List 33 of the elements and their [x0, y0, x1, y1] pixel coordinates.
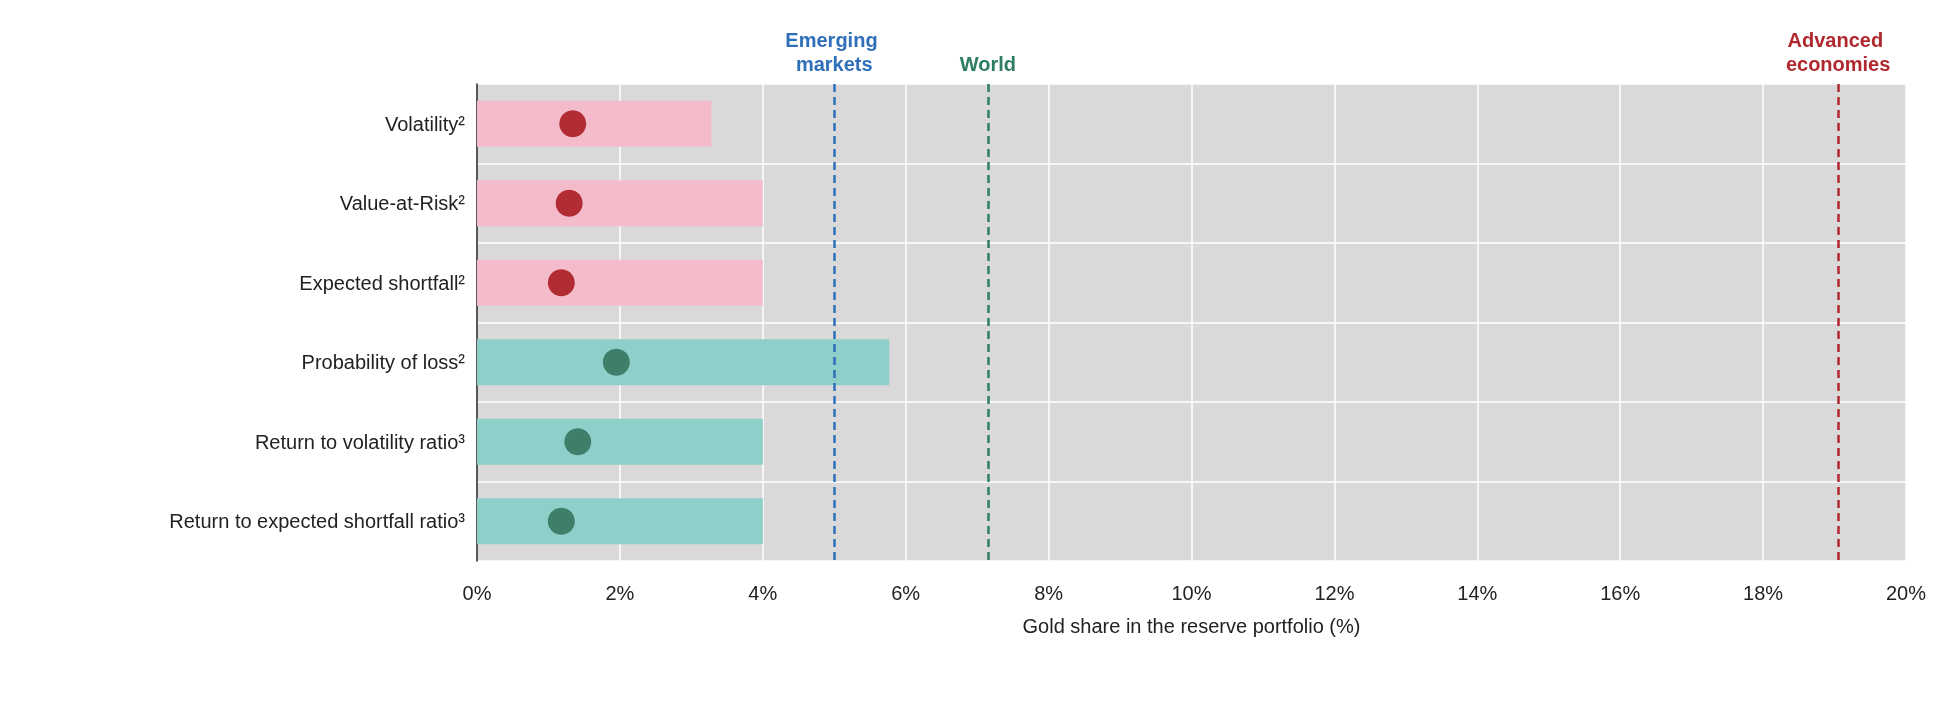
ref-line-label: World	[959, 53, 1017, 75]
point	[559, 110, 587, 138]
bar	[477, 100, 712, 147]
ref-line-label: Emerging markets	[785, 29, 884, 75]
point	[555, 189, 583, 217]
x-axis-title: Gold share in the reserve portfolio (%)	[1022, 615, 1361, 637]
point	[564, 428, 592, 456]
x-tick-label: 14%	[1457, 582, 1498, 604]
y-tick-label: Return to volatility ratio³	[254, 430, 466, 453]
y-tick-label: Return to expected shortfall ratio³	[169, 510, 466, 533]
x-tick-label: 8%	[1034, 582, 1064, 604]
x-tick-label: 2%	[605, 582, 635, 604]
x-tick-label: 0%	[462, 582, 492, 604]
x-tick-label: 4%	[748, 582, 778, 604]
bar	[477, 259, 763, 306]
bar	[477, 180, 763, 227]
bar	[477, 418, 763, 465]
y-tick-label: Value-at-Risk²	[339, 192, 466, 215]
x-tick-label: 20%	[1885, 582, 1927, 604]
x-tick-label: 6%	[891, 582, 921, 604]
x-tick-label: 10%	[1171, 582, 1212, 604]
x-tick-label: 12%	[1314, 582, 1355, 604]
y-tick-label: Volatility²	[384, 112, 466, 135]
point	[602, 348, 630, 376]
ref-line-label: Advanced economies	[1785, 29, 1891, 75]
y-tick-label: Probability of loss²	[301, 351, 466, 374]
point	[547, 507, 575, 535]
point	[547, 269, 575, 297]
bar	[477, 498, 763, 545]
bar	[477, 339, 890, 386]
y-tick-label: Expected shortfall²	[299, 271, 466, 294]
x-tick-label: 16%	[1600, 582, 1641, 604]
x-tick-label: 18%	[1743, 582, 1784, 604]
